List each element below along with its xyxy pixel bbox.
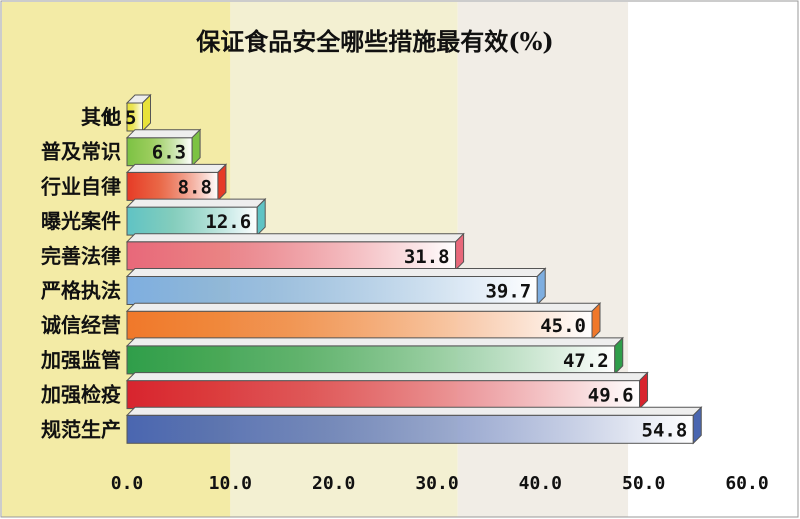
category-label: 行业自律: [40, 174, 121, 198]
x-tick-label: 10.0: [209, 473, 252, 494]
x-tick-label: 20.0: [312, 473, 355, 494]
bar-value-label: 45.0: [540, 315, 586, 337]
bar-side-face: [455, 232, 465, 272]
bar-top-face: [125, 163, 228, 173]
bar-value-label: 49.6: [588, 385, 634, 407]
category-label: 加强监管: [40, 348, 121, 372]
bar-side-face: [142, 93, 151, 133]
bar-top-face: [125, 302, 602, 312]
bar-side-face: [191, 128, 201, 167]
bar-top-face: [125, 372, 649, 382]
x-tick-label: 60.0: [725, 473, 768, 494]
bar-side-face: [692, 406, 702, 445]
x-tick-label: 30.0: [415, 473, 458, 494]
chart-title: 保证食品安全哪些措施最有效(%): [195, 27, 554, 56]
bar-value-label: 12.6: [205, 211, 251, 233]
bar-front-face: [126, 414, 694, 444]
bar-6: [125, 267, 547, 306]
bar-top-face: [125, 233, 465, 243]
bar-side-face: [217, 163, 227, 202]
bar-top-face: [125, 337, 624, 347]
bar-9: [125, 371, 649, 410]
bar-side-face: [614, 336, 624, 376]
category-label: 严格执法: [40, 279, 121, 303]
bar-1: [125, 93, 152, 133]
bars-layer: 1.5 6.3 8.8 12.6 31.8 39.7 45.0 47.2 49.6 54.8: [102, 93, 703, 445]
bar-value-label: 6.3: [152, 142, 186, 164]
category-label: 曝光案件: [41, 209, 121, 233]
bar-5: [125, 232, 465, 272]
x-tick-label: 40.0: [519, 473, 562, 494]
bar-side-face: [536, 267, 546, 306]
bar-top-face: [125, 129, 202, 139]
category-label: 加强检疫: [40, 383, 121, 407]
bar-side-face: [639, 371, 649, 410]
bar-front-face: [126, 380, 641, 410]
bar-8: [125, 336, 624, 376]
bar-4: [125, 197, 267, 237]
category-label: 规范生产: [41, 417, 121, 441]
bar-front-face: [126, 310, 593, 340]
category-label: 其他: [81, 105, 121, 129]
bar-value-label: 8.8: [178, 176, 212, 198]
x-tick-label: 0.0: [111, 473, 144, 494]
bar-10: [125, 406, 703, 445]
bar-value-label: 47.2: [563, 350, 609, 372]
bar-side-face: [256, 197, 266, 237]
bar-top-face: [125, 268, 547, 277]
bar-7: [125, 301, 602, 341]
category-label: 诚信经营: [41, 313, 121, 337]
x-tick-label: 50.0: [622, 473, 665, 494]
bar-value-label: 1.5: [102, 107, 136, 129]
category-label: 普及常识: [41, 140, 121, 164]
bar-top-face: [125, 198, 267, 208]
category-label: 完善法律: [41, 244, 121, 268]
bar-side-face: [591, 301, 601, 341]
bar-top-face: [125, 406, 703, 416]
x-axis-ticks: 0.0 10.0 20.0 30.0 40.0 50.0 60.0: [111, 473, 769, 494]
bar-value-label: 54.8: [642, 419, 688, 441]
bar-front-face: [126, 276, 538, 305]
bar-value-label: 39.7: [485, 281, 531, 303]
bar-3: [125, 163, 228, 202]
bar-front-face: [126, 345, 616, 375]
bar-front-face: [126, 206, 258, 236]
bar-value-label: 31.8: [404, 246, 450, 268]
bar-2: [125, 128, 202, 167]
